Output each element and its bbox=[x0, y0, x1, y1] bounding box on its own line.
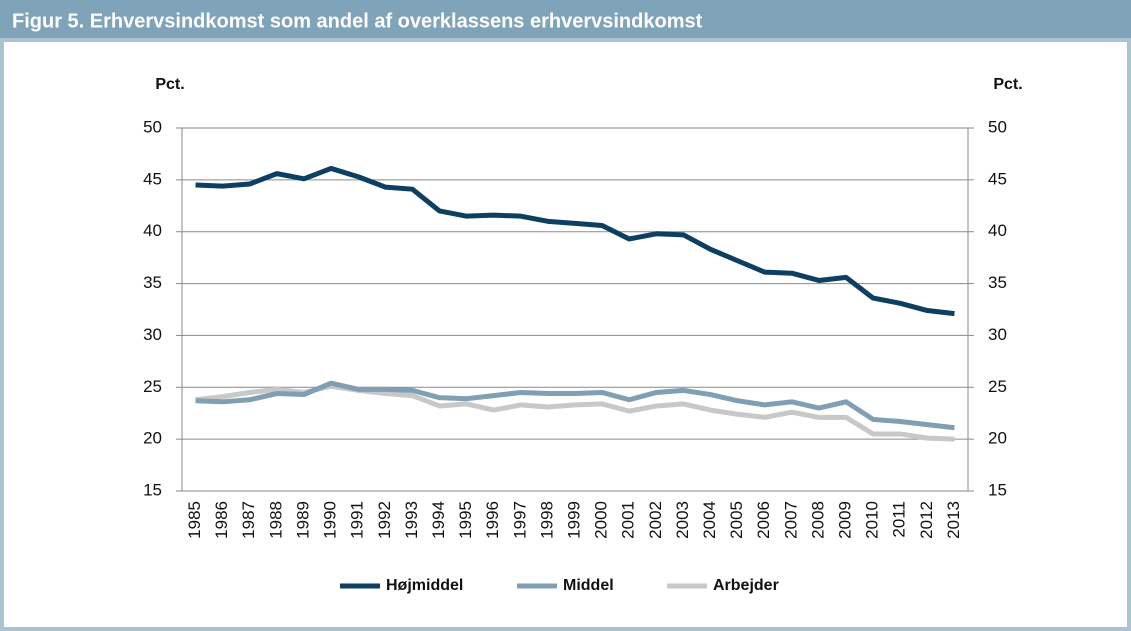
x-tick-label: 1994 bbox=[429, 501, 448, 539]
x-tick-label: 2007 bbox=[781, 501, 800, 539]
x-tick-label: 1985 bbox=[185, 501, 204, 539]
y2-tick-label: 20 bbox=[988, 429, 1007, 448]
legend-label: Middel bbox=[563, 577, 614, 594]
y-tick-label: 50 bbox=[143, 117, 162, 136]
x-tick-label: 2000 bbox=[592, 501, 611, 539]
y-axis-label: Pct. bbox=[155, 76, 184, 93]
x-tick-label: 2002 bbox=[646, 501, 665, 539]
y-tick-label: 35 bbox=[143, 273, 162, 292]
x-tick-label: 2013 bbox=[944, 501, 963, 539]
x-tick-label: 1997 bbox=[510, 501, 529, 539]
x-tick-label: 1999 bbox=[564, 501, 583, 539]
x-tick-label: 2008 bbox=[808, 501, 827, 539]
chart-title: Figur 5. Erhvervsindkomst som andel af o… bbox=[12, 10, 703, 32]
x-tick-label: 1998 bbox=[537, 501, 556, 539]
y-tick-label: 15 bbox=[143, 480, 162, 499]
x-tick-label: 2011 bbox=[890, 501, 909, 538]
x-tick-label: 2004 bbox=[700, 501, 719, 539]
x-tick-label: 2001 bbox=[619, 501, 638, 539]
x-tick-label: 1996 bbox=[483, 501, 502, 539]
x-tick-label: 2012 bbox=[917, 501, 936, 539]
legend-label: Højmiddel bbox=[386, 577, 463, 594]
x-tick-label: 1990 bbox=[321, 501, 340, 539]
x-tick-label: 1992 bbox=[375, 501, 394, 539]
x-tick-label: 1989 bbox=[293, 501, 312, 539]
frame bbox=[0, 38, 1131, 631]
x-tick-label: 1991 bbox=[348, 501, 367, 539]
y-tick-label: 25 bbox=[143, 377, 162, 396]
x-tick-label: 2006 bbox=[754, 501, 773, 539]
x-tick-label: 2010 bbox=[863, 501, 882, 539]
x-tick-label: 2003 bbox=[673, 501, 692, 539]
y-tick-label: 30 bbox=[143, 325, 162, 344]
x-tick-label: 1986 bbox=[212, 501, 231, 539]
x-tick-label: 1988 bbox=[266, 501, 285, 539]
y2-tick-label: 50 bbox=[988, 117, 1007, 136]
x-tick-label: 1993 bbox=[402, 501, 421, 539]
x-tick-label: 1995 bbox=[456, 501, 475, 539]
y-tick-label: 40 bbox=[143, 221, 162, 240]
y-tick-label: 20 bbox=[143, 429, 162, 448]
x-tick-label: 1987 bbox=[239, 501, 258, 539]
y2-axis-label: Pct. bbox=[993, 76, 1022, 93]
series-line bbox=[195, 380, 955, 431]
y2-tick-label: 35 bbox=[988, 273, 1007, 292]
y2-tick-label: 25 bbox=[988, 377, 1007, 396]
series-line bbox=[195, 165, 955, 317]
y2-tick-label: 15 bbox=[988, 480, 1007, 499]
y2-tick-label: 30 bbox=[988, 325, 1007, 344]
title-bar bbox=[0, 0, 1131, 40]
x-tick-label: 2009 bbox=[836, 501, 855, 539]
x-tick-label: 2005 bbox=[727, 501, 746, 539]
y-tick-label: 45 bbox=[143, 169, 162, 188]
y2-tick-label: 45 bbox=[988, 169, 1007, 188]
legend-label: Arbejder bbox=[713, 577, 779, 594]
y2-tick-label: 40 bbox=[988, 221, 1007, 240]
